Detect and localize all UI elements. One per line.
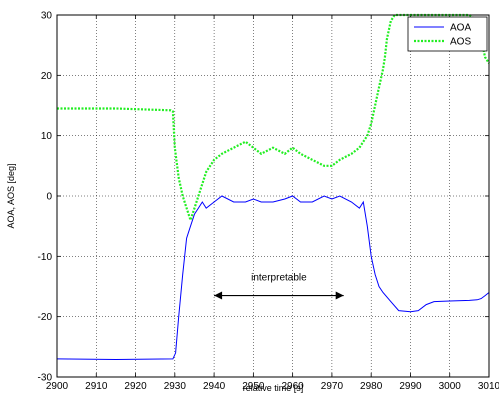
y-tick-label: 20 <box>41 71 53 82</box>
y-axis-label: AOA, AOS [deg] <box>6 163 16 228</box>
x-tick-label: 2930 <box>164 381 187 392</box>
annotation-arrowhead-left <box>214 291 223 300</box>
x-tick-label: 2960 <box>282 381 305 392</box>
x-tick-label: 2990 <box>399 381 422 392</box>
y-tick-label: 10 <box>41 131 53 142</box>
x-tick-label: 2920 <box>124 381 147 392</box>
x-tick-label: 3000 <box>439 381 462 392</box>
annotation-arrowhead-right <box>335 291 344 300</box>
axes-box <box>56 14 490 378</box>
legend-label-aos: AOS <box>450 37 471 48</box>
annotation-text: interpretable <box>251 272 307 283</box>
y-tick-label: -10 <box>38 252 53 263</box>
legend-label-aoa: AOA <box>450 23 471 34</box>
y-tick-label: -20 <box>38 312 53 323</box>
y-tick-label: 30 <box>41 11 53 22</box>
x-tick-label: 2970 <box>321 381 344 392</box>
y-tick-label: -30 <box>38 373 53 384</box>
y-tick-label: 0 <box>46 192 52 203</box>
x-tick-label: 2910 <box>85 381 108 392</box>
x-axis-label: relative time [s] <box>243 383 304 393</box>
x-tick-label: 2940 <box>203 381 226 392</box>
x-tick-label: 2900 <box>46 381 69 392</box>
legend-box <box>407 16 488 52</box>
x-tick-label: 2950 <box>242 381 265 392</box>
series-line-aos <box>57 13 490 224</box>
series-line-aoa <box>56 195 490 361</box>
x-tick-label: 2980 <box>360 381 383 392</box>
x-tick-label: 3010 <box>478 381 499 392</box>
